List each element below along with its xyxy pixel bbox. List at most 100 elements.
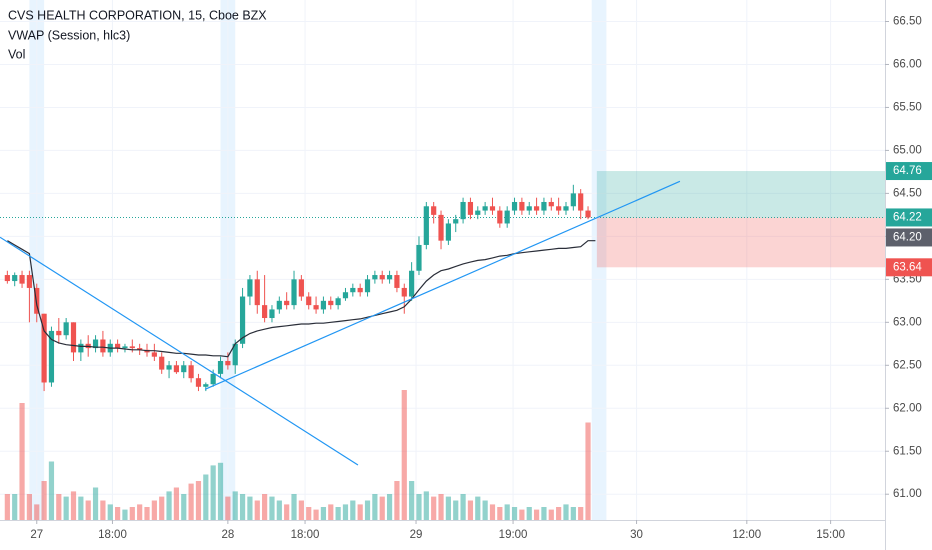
volume-bar	[195, 481, 202, 520]
volume-bar	[254, 500, 260, 520]
candle-body	[306, 296, 312, 306]
stop-zone	[596, 217, 885, 268]
x-tick-label: 18:00	[98, 529, 127, 541]
x-tick-label: 30	[630, 529, 643, 541]
volume-bar	[203, 474, 209, 520]
y-tick-label: 61.50	[893, 445, 922, 457]
volume-bar	[372, 494, 378, 520]
candle-body	[350, 287, 356, 293]
volume-bar	[570, 507, 576, 520]
candle-body	[364, 279, 371, 293]
candle-body	[401, 287, 407, 297]
volume-bar	[342, 504, 349, 520]
candle-body	[526, 206, 532, 211]
volume-bar	[276, 500, 282, 520]
candle-body	[497, 210, 503, 224]
vwap-line	[7, 240, 596, 358]
volume-bar	[173, 487, 180, 520]
volume-bar	[78, 496, 84, 520]
candle-body	[460, 201, 466, 220]
candle-body	[438, 214, 444, 241]
candle-body	[48, 330, 55, 383]
volume-bar	[217, 462, 224, 520]
y-tick-label: 63.00	[893, 316, 922, 328]
volume-bar	[151, 500, 157, 520]
candle-body	[159, 356, 165, 370]
candle-body	[556, 206, 562, 211]
volume-bar	[284, 504, 290, 520]
y-tick-label: 62.50	[893, 359, 922, 371]
x-tick-label: 28	[221, 529, 234, 541]
candle-body	[217, 360, 224, 374]
candle-body	[313, 305, 319, 310]
indicator-label: VWAP (Session, hlc3)	[8, 28, 130, 42]
candle-body	[284, 300, 290, 306]
volume-bar	[482, 500, 488, 520]
volume-bar	[328, 504, 334, 520]
candle-body	[203, 384, 209, 387]
candle-body	[173, 365, 180, 373]
volume-bar	[357, 504, 363, 520]
volume-bar	[379, 496, 385, 520]
candle-body	[578, 193, 584, 211]
volume-bar	[386, 494, 393, 520]
volume-bar	[100, 500, 106, 520]
price-badge	[886, 258, 932, 277]
volume-bar	[563, 504, 569, 520]
candle-body	[232, 343, 238, 366]
volume-bar	[423, 491, 429, 520]
x-tick-label: 27	[30, 529, 43, 541]
volume-bar	[56, 494, 62, 520]
volume-bar	[364, 500, 371, 520]
volume-bar	[122, 509, 128, 520]
volume-bar	[460, 494, 466, 520]
volume-bar	[115, 507, 121, 520]
candle-body	[26, 275, 33, 288]
candle-body	[548, 201, 554, 207]
volume-bar	[453, 500, 459, 520]
target-zone	[596, 171, 885, 218]
volume-bar	[12, 494, 18, 520]
volume-bar	[489, 504, 496, 520]
candle-body	[100, 339, 106, 353]
volume-bar	[556, 507, 562, 520]
volume-bar	[225, 496, 231, 520]
candle-body	[386, 275, 393, 280]
volume-bar	[181, 494, 187, 520]
candle-body	[335, 298, 341, 306]
volume-bar	[475, 496, 481, 520]
volume-bar	[409, 481, 415, 520]
candle-body	[276, 300, 282, 310]
candle-body	[188, 365, 194, 379]
candle-body	[423, 206, 429, 245]
volume-bar	[166, 491, 172, 520]
plot-area	[0, 0, 885, 520]
volume-bar	[269, 496, 275, 520]
volume-bar	[26, 494, 33, 520]
candle-body	[445, 223, 451, 241]
candle-body	[225, 360, 231, 366]
y-tick-label: 66.00	[893, 58, 922, 70]
volume-bar	[41, 481, 47, 520]
candle-body	[585, 210, 591, 218]
volume-bar	[137, 504, 143, 520]
candle-body	[78, 343, 84, 353]
candle-body	[239, 296, 246, 344]
volume-bar	[291, 494, 297, 520]
y-tick-label: 65.50	[893, 101, 922, 113]
trend-line	[204, 180, 681, 390]
x-tick-label: 15:00	[816, 529, 845, 541]
candle-body	[262, 305, 268, 319]
candle-body	[541, 201, 547, 211]
candle-body	[181, 365, 187, 373]
volume-bar	[144, 507, 150, 520]
y-tick-label: 62.00	[893, 402, 922, 414]
price-badge-label: 64.22	[893, 211, 922, 223]
volume-bar	[350, 500, 356, 520]
candle-body	[570, 193, 576, 207]
price-badge	[886, 208, 932, 227]
volume-bar	[497, 507, 503, 520]
price-badge-label: 64.76	[893, 165, 922, 177]
volume-bar	[467, 500, 474, 520]
volume-bar	[19, 403, 25, 520]
